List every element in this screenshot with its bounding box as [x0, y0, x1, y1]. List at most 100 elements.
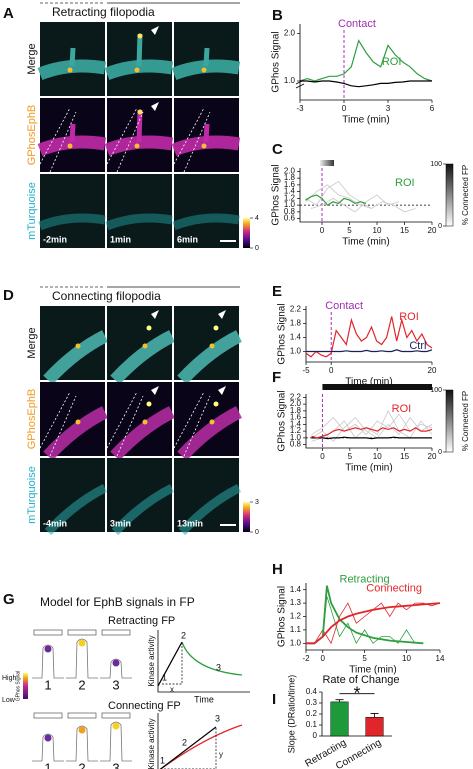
x-tick-label: 5: [347, 226, 352, 235]
panel-title: Connecting filopodia: [52, 289, 161, 303]
y-tick-label: 1.4: [290, 419, 302, 428]
puncta: [209, 419, 215, 425]
series-label: ROI: [395, 177, 415, 189]
curve-label: 2: [181, 630, 186, 640]
y-tick-label: 1.0: [290, 433, 302, 442]
puncta: [67, 143, 73, 149]
x-axis-label: Time (min): [342, 237, 389, 248]
presynapse: [101, 712, 131, 719]
dendrite: [110, 406, 175, 461]
significance: *: [353, 683, 360, 703]
signal-dot: [112, 659, 120, 667]
y-tick-label: 1.4: [284, 187, 296, 196]
x-tick-label: 10: [373, 452, 382, 461]
curve-label: 1: [162, 672, 167, 682]
puncta: [146, 401, 152, 407]
x-tick-label: 20: [428, 226, 437, 235]
filopodium-icon: [32, 644, 64, 679]
x-axis-label: Time (min): [345, 377, 392, 388]
dendrite: [43, 330, 108, 385]
micrograph: [174, 174, 239, 248]
colorbar-tick-label: 3: [255, 499, 259, 506]
presynapse: [101, 629, 131, 636]
series-line: [311, 410, 433, 442]
time-label: -2min: [43, 234, 67, 244]
y-tick-label: 2.2: [290, 305, 302, 314]
x-tick-label: -2: [302, 654, 310, 663]
legend-low: Low: [2, 697, 16, 704]
series-line: [305, 316, 433, 358]
outline: [39, 391, 77, 457]
y-tick-label: 1.0: [290, 638, 302, 647]
filopodium-icon: [100, 658, 132, 679]
y-tick-label: 1.3: [290, 598, 302, 607]
micrograph: [107, 174, 172, 248]
legend-label: GPhos Signal: [15, 671, 21, 702]
series-label: Connecting: [366, 582, 422, 594]
micrograph: [40, 174, 105, 248]
row-label: Merge: [26, 43, 38, 74]
bar: [330, 701, 349, 737]
row-label: GPhosEphB: [26, 105, 38, 166]
x-tick-label: 10: [373, 226, 382, 235]
puncta: [67, 67, 73, 73]
guide-label: y: [219, 750, 223, 759]
series-line: [306, 602, 441, 645]
connected-bar: [320, 160, 334, 166]
puncta: [213, 401, 219, 407]
outline: [173, 107, 211, 173]
signal-dot: [44, 645, 52, 653]
dendrite: [37, 59, 107, 81]
y-axis-label: GPhos Signal: [271, 164, 282, 225]
y-tick-label: 1.0: [284, 76, 296, 85]
stage-label: 1: [44, 677, 51, 692]
y-tick-label: 2.2: [290, 392, 302, 401]
stage-label: 2: [78, 760, 85, 769]
x-tick-label: 0: [342, 104, 347, 113]
x-tick-label: -5: [302, 366, 310, 375]
y-tick-label: 0.3: [306, 698, 318, 707]
puncta: [134, 67, 140, 73]
bar: [365, 717, 384, 737]
dendrite: [104, 59, 174, 81]
filopodium: [136, 33, 143, 67]
panel-label: E: [272, 283, 282, 300]
x-tick-label: 0: [329, 366, 334, 375]
time-label: 6min: [177, 234, 198, 244]
dendrite: [111, 483, 175, 536]
y-tick-label: 1.2: [284, 193, 296, 202]
row-label: mTurquoise: [26, 466, 38, 524]
panel-label: A: [3, 5, 14, 22]
annotation: Contact: [338, 18, 376, 30]
signal-dot: [78, 726, 86, 734]
x-tick-label: 5: [348, 452, 353, 461]
panel-label: B: [272, 7, 283, 24]
error-bar: [335, 699, 344, 702]
axes: [305, 394, 432, 449]
y-tick-label: 0.8: [290, 440, 302, 449]
stage-label: 3: [112, 677, 119, 692]
x-tick-label: 20: [428, 366, 437, 375]
y-tick-label: 2.0: [284, 166, 296, 175]
y-tick-label: 0: [313, 731, 318, 740]
legend-gradient: [23, 673, 28, 699]
y-axis-label: GPhos Signal: [277, 586, 288, 647]
axes: [299, 24, 432, 101]
series-line: [299, 39, 433, 82]
presynapse: [33, 712, 63, 719]
y-tick-label: 1.8: [290, 319, 302, 328]
series-label: Retracting: [340, 574, 390, 586]
curve-label: 2: [182, 737, 187, 747]
dendrite: [43, 406, 108, 461]
series-line: [306, 349, 433, 353]
puncta: [75, 343, 81, 349]
filopodium-icon: [66, 725, 98, 762]
panel-label: I: [272, 691, 276, 708]
x-tick-label: 15: [400, 226, 409, 235]
dendrite: [105, 213, 173, 231]
x-tick-label: 0: [320, 226, 325, 235]
y-tick-label: 2.0: [284, 29, 296, 38]
y-tick-label: 0.4: [306, 687, 318, 696]
filopodium: [203, 47, 210, 67]
x-tick-label: 15: [400, 452, 409, 461]
